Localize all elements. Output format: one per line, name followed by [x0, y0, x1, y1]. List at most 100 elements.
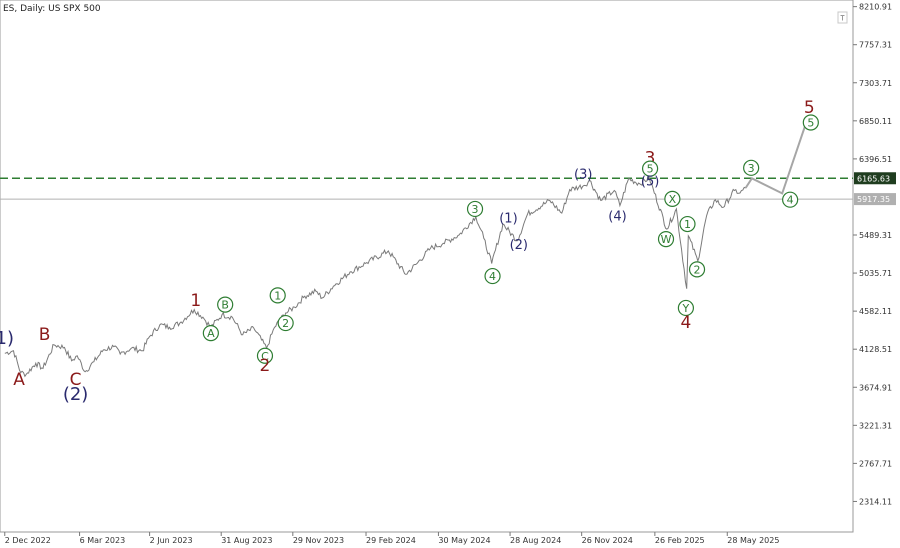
x-tick-label: 6 Mar 2023	[80, 536, 126, 545]
chart-title: ES, Daily: US SPX 500	[3, 4, 101, 14]
projection-line	[744, 120, 808, 195]
wave-label: B	[221, 299, 229, 312]
wave-label: 1	[684, 218, 691, 231]
wave-label-circled: A	[202, 325, 219, 342]
y-tick-label: 5489.31	[859, 231, 892, 240]
y-tick-label: 2314.11	[859, 497, 892, 506]
x-tick-label: 29 Feb 2024	[366, 536, 416, 545]
wave-label: 1	[274, 289, 281, 302]
wave-circle	[217, 296, 234, 313]
wave-label-circled: 1	[679, 215, 696, 233]
x-tick-label: 2 Dec 2022	[5, 536, 51, 545]
wave-label: 3	[748, 162, 755, 175]
wave-label: 4	[787, 194, 794, 207]
price-series	[4, 120, 808, 378]
wave-label-circled: 2	[277, 314, 294, 332]
x-tick-label: 26 Feb 2025	[655, 536, 705, 545]
wave-label: 3	[645, 149, 656, 169]
collapse-icon	[840, 15, 845, 21]
price-line	[4, 174, 746, 378]
resistance-label: 6165.63	[857, 174, 890, 183]
wave-label: 2	[694, 263, 701, 276]
wave-circle	[657, 231, 675, 248]
wave-circle	[688, 261, 706, 278]
wave-label: 4	[680, 313, 691, 333]
y-tick-label: 3674.91	[859, 383, 892, 392]
wave-circle	[782, 191, 799, 208]
wave-circle	[484, 267, 501, 285]
x-tick-label: 2 Jun 2023	[150, 536, 193, 545]
wave-label-circled: 1	[269, 287, 286, 304]
wave-circle	[802, 114, 819, 131]
wave-label: (5)	[641, 174, 659, 189]
wave-label-circled: 3	[466, 200, 484, 218]
level-lines: 5917.35 6165.63	[0, 172, 896, 206]
y-tick-label: 8210.91	[859, 3, 892, 12]
wave-label-circled: 5	[802, 114, 819, 131]
wave-labels: 1)ABC(2)1ABC21234(1)(2)(3)(4)35(5)XW12Y4…	[0, 98, 819, 405]
wave-label: 1	[190, 291, 201, 311]
wave-label-circled: W	[657, 231, 675, 248]
wave-label-circled: X	[664, 190, 681, 207]
wave-label-circled: 4	[484, 267, 501, 285]
y-tick-label: 4582.11	[859, 307, 892, 316]
x-tick-label: 31 Aug 2023	[221, 536, 272, 545]
wave-circle	[677, 299, 695, 317]
wave-label-circled: 3	[743, 159, 760, 176]
wave-label: 3	[472, 203, 479, 216]
wave-label: 1)	[0, 328, 14, 349]
current-price-label: 5917.35	[857, 195, 890, 204]
wave-label: 5	[804, 98, 815, 118]
wave-label: (2)	[510, 238, 528, 253]
wave-label: (3)	[574, 168, 592, 183]
x-tick-label: 29 Nov 2023	[293, 536, 344, 545]
wave-label: 2	[282, 317, 289, 330]
wave-label: C	[70, 370, 82, 390]
y-axis: 8210.91 7757.31 7303.71 6850.11 6396.51 5489.…	[853, 3, 892, 506]
wave-circle	[269, 287, 286, 304]
wave-label-circled: 4	[782, 191, 799, 208]
wave-label: X	[669, 193, 677, 206]
wave-label: 5	[807, 117, 814, 130]
y-tick-label: 6396.51	[859, 155, 892, 164]
wave-label: C	[261, 350, 269, 363]
x-tick-label: 26 Nov 2024	[582, 536, 633, 545]
wave-label: (2)	[63, 384, 89, 405]
wave-circle	[664, 190, 681, 207]
wave-label: Y	[682, 302, 690, 315]
wave-circle	[256, 347, 274, 364]
wave-label: (4)	[608, 210, 626, 225]
wave-circle	[641, 160, 659, 177]
x-tick-label: 30 May 2024	[438, 536, 490, 545]
y-tick-label: 5035.71	[859, 269, 892, 278]
collapse-button[interactable]	[837, 11, 848, 24]
y-tick-label: 3221.31	[859, 421, 892, 430]
y-tick-label: 7303.71	[859, 79, 892, 88]
wave-label: 5	[647, 163, 654, 176]
resistance-box	[854, 172, 896, 185]
current-price-box	[854, 193, 896, 206]
wave-circle	[679, 215, 696, 233]
wave-label-circled: Y	[677, 299, 695, 317]
wave-label-circled: B	[217, 296, 234, 313]
wave-label: B	[39, 325, 51, 345]
wave-circle	[466, 200, 484, 218]
wave-label: 2	[260, 356, 271, 376]
wave-label-circled: 5	[641, 160, 659, 177]
plot-frame	[0, 0, 854, 533]
wave-label: A	[207, 327, 215, 340]
y-tick-label: 2767.71	[859, 459, 892, 468]
wave-label-circled: 2	[688, 261, 706, 278]
x-tick-label: 28 Aug 2024	[510, 536, 561, 545]
wave-circle	[202, 325, 219, 342]
y-tick-label: 6850.11	[859, 117, 892, 126]
wave-label: 4	[489, 270, 496, 283]
wave-label: A	[13, 370, 25, 390]
wave-circle	[277, 314, 294, 332]
wave-label-circled: C	[256, 347, 274, 364]
wave-label: (1)	[499, 211, 517, 226]
y-tick-label: 4128.51	[859, 345, 892, 354]
wave-circle	[743, 159, 760, 176]
x-axis: 2 Dec 2022 6 Mar 2023 2 Jun 2023 31 Aug 202…	[4, 532, 779, 545]
